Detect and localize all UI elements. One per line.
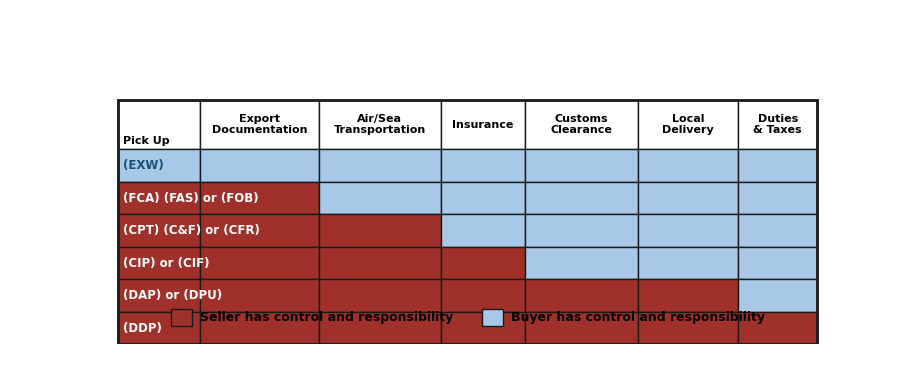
- Bar: [118, 312, 200, 344]
- Bar: [440, 247, 525, 279]
- Bar: [440, 214, 525, 247]
- Bar: [200, 312, 319, 344]
- Bar: [525, 247, 638, 279]
- Bar: [737, 100, 816, 149]
- Bar: [118, 182, 200, 214]
- Bar: [525, 149, 638, 182]
- Bar: [440, 182, 525, 214]
- Bar: [525, 279, 638, 312]
- Bar: [200, 279, 319, 312]
- Bar: [638, 279, 737, 312]
- Bar: [319, 279, 440, 312]
- Bar: [118, 247, 200, 279]
- Text: Insurance: Insurance: [452, 120, 513, 130]
- Bar: [118, 149, 200, 182]
- Bar: [638, 247, 737, 279]
- Bar: [170, 310, 191, 326]
- Bar: [319, 100, 440, 149]
- Bar: [200, 214, 319, 247]
- Bar: [737, 182, 816, 214]
- Bar: [319, 182, 440, 214]
- Bar: [737, 214, 816, 247]
- Text: Local
Delivery: Local Delivery: [661, 114, 713, 135]
- Bar: [319, 149, 440, 182]
- Text: (FCA) (FAS) or (FOB): (FCA) (FAS) or (FOB): [123, 192, 259, 205]
- Bar: [200, 247, 319, 279]
- Bar: [638, 214, 737, 247]
- Bar: [118, 100, 816, 344]
- Bar: [200, 100, 319, 149]
- Bar: [440, 312, 525, 344]
- Bar: [525, 312, 638, 344]
- Bar: [737, 247, 816, 279]
- Bar: [525, 182, 638, 214]
- Bar: [525, 214, 638, 247]
- Text: Buyer has control and responsibility: Buyer has control and responsibility: [511, 311, 764, 324]
- Bar: [638, 100, 737, 149]
- Bar: [118, 214, 200, 247]
- Bar: [319, 214, 440, 247]
- Bar: [737, 149, 816, 182]
- Bar: [118, 100, 200, 149]
- Text: Export
Documentation: Export Documentation: [212, 114, 307, 135]
- Bar: [481, 310, 502, 326]
- Text: (CPT) (C&F) or (CFR): (CPT) (C&F) or (CFR): [123, 224, 260, 237]
- Bar: [319, 247, 440, 279]
- Bar: [440, 149, 525, 182]
- Text: Customs
Clearance: Customs Clearance: [550, 114, 612, 135]
- Text: (EXW): (EXW): [123, 159, 164, 172]
- Text: (DAP) or (DPU): (DAP) or (DPU): [123, 289, 222, 302]
- Text: (DDP): (DDP): [123, 322, 162, 335]
- Bar: [638, 149, 737, 182]
- Bar: [737, 312, 816, 344]
- Text: Pick Up: Pick Up: [123, 136, 169, 146]
- Text: Duties
& Taxes: Duties & Taxes: [752, 114, 801, 135]
- Bar: [638, 312, 737, 344]
- Bar: [440, 279, 525, 312]
- Bar: [200, 182, 319, 214]
- Bar: [440, 100, 525, 149]
- Bar: [525, 100, 638, 149]
- Bar: [200, 149, 319, 182]
- Bar: [737, 279, 816, 312]
- Bar: [118, 279, 200, 312]
- Bar: [638, 182, 737, 214]
- Text: Seller has control and responsibility: Seller has control and responsibility: [200, 311, 453, 324]
- Text: (CIP) or (CIF): (CIP) or (CIF): [123, 257, 210, 270]
- Text: Air/Sea
Transportation: Air/Sea Transportation: [333, 114, 425, 135]
- Bar: [319, 312, 440, 344]
